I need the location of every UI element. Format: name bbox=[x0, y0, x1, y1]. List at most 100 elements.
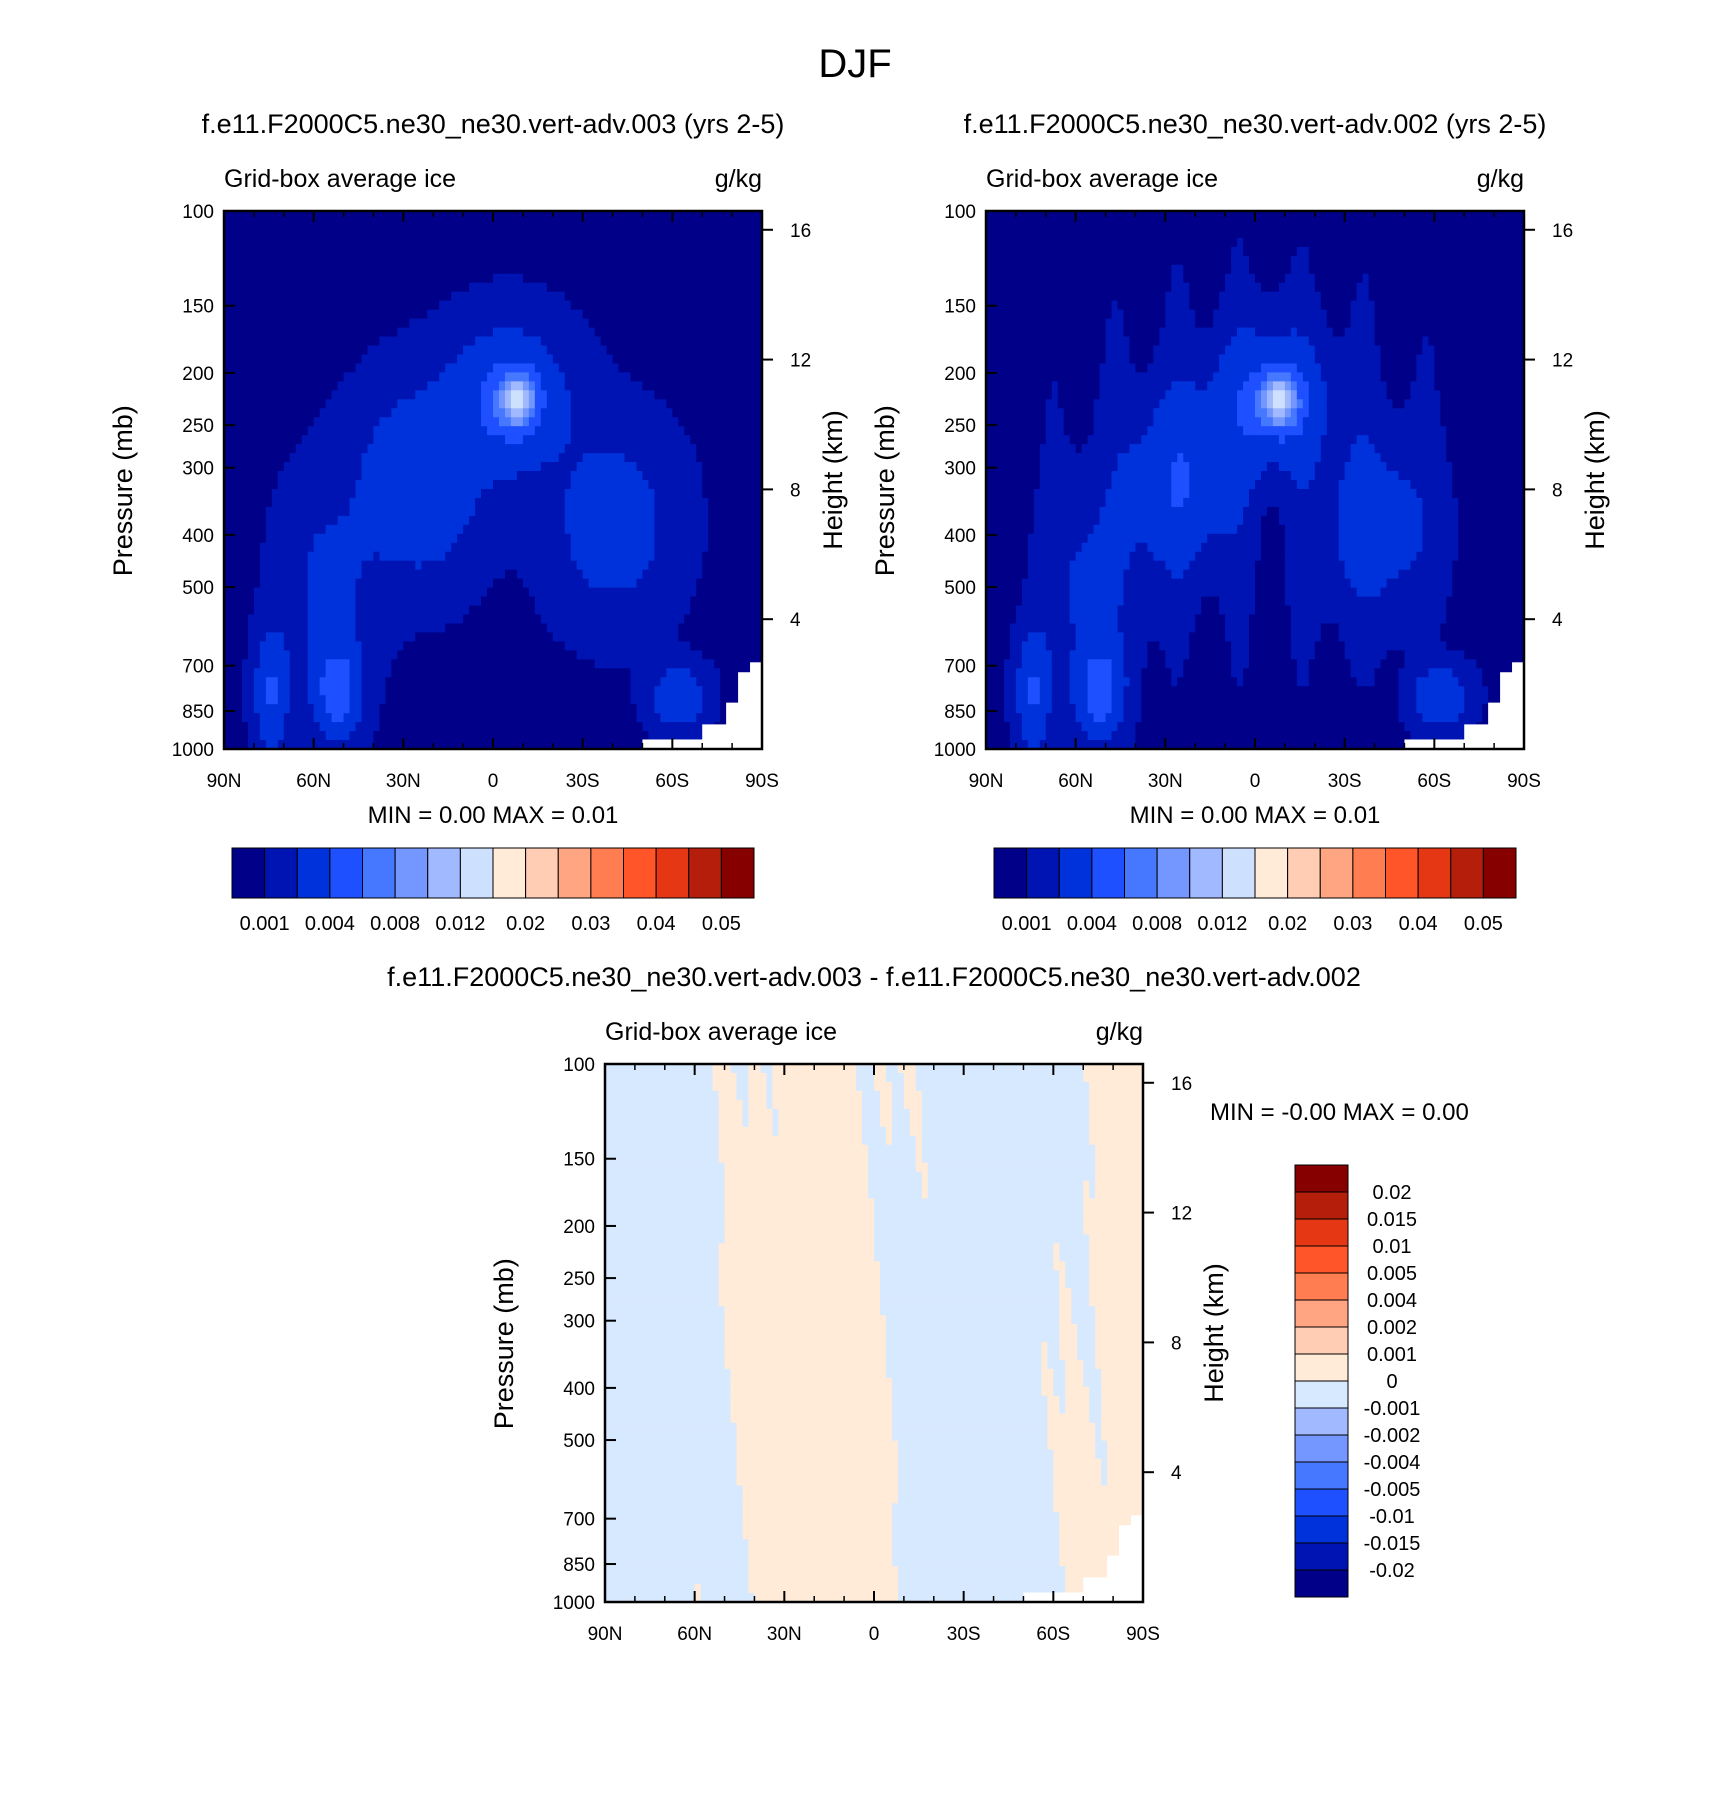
field-cell bbox=[553, 301, 560, 311]
field-cell bbox=[565, 390, 572, 400]
field-cell bbox=[248, 229, 255, 239]
field-cell bbox=[523, 561, 530, 571]
field-cell bbox=[344, 426, 351, 436]
field-cell bbox=[236, 552, 243, 562]
field-cell bbox=[373, 704, 380, 714]
field-cell bbox=[613, 686, 620, 696]
field-cell bbox=[654, 543, 661, 553]
field-cell bbox=[308, 453, 315, 463]
field-cell bbox=[379, 516, 386, 526]
field-cell bbox=[553, 238, 560, 248]
field-cell bbox=[260, 543, 267, 553]
field-cell bbox=[505, 525, 512, 535]
field-cell bbox=[350, 623, 357, 633]
field-cell bbox=[248, 570, 255, 580]
field-cell bbox=[607, 668, 614, 678]
field-cell bbox=[284, 274, 291, 284]
field-cell bbox=[242, 641, 249, 651]
field-cell bbox=[547, 408, 554, 418]
field-cell bbox=[732, 534, 739, 544]
field-cell bbox=[338, 471, 345, 481]
field-cell bbox=[344, 534, 351, 544]
field-cell bbox=[702, 310, 709, 320]
field-cell bbox=[559, 623, 566, 633]
field-cell bbox=[397, 417, 404, 427]
field-cell bbox=[607, 417, 614, 427]
field-cell bbox=[463, 543, 470, 553]
field-cell bbox=[314, 328, 321, 338]
field-cell bbox=[541, 220, 548, 230]
field-cell bbox=[326, 453, 333, 463]
field-cell bbox=[260, 381, 267, 391]
field-cell bbox=[619, 229, 626, 239]
field-cell bbox=[750, 623, 757, 633]
field-cell bbox=[559, 229, 566, 239]
field-cell bbox=[613, 552, 620, 562]
field-cell bbox=[607, 480, 614, 490]
field-cell bbox=[654, 507, 661, 517]
field-cell bbox=[373, 579, 380, 589]
field-cell bbox=[565, 668, 572, 678]
field-cell bbox=[577, 408, 584, 418]
field-cell bbox=[660, 471, 667, 481]
field-cell bbox=[607, 283, 614, 293]
field-cell bbox=[290, 426, 297, 436]
field-cell bbox=[619, 516, 626, 526]
field-cell bbox=[338, 525, 345, 535]
field-cell bbox=[553, 471, 560, 481]
field-cell bbox=[636, 498, 643, 508]
field-cell bbox=[529, 229, 536, 239]
field-cell bbox=[726, 283, 733, 293]
field-cell bbox=[320, 606, 327, 616]
field-cell bbox=[236, 606, 243, 616]
field-cell bbox=[290, 229, 297, 239]
field-cell bbox=[409, 238, 416, 248]
field-cell bbox=[332, 372, 339, 382]
field-cell bbox=[481, 417, 488, 427]
field-cell bbox=[379, 695, 386, 705]
field-cell bbox=[642, 274, 649, 284]
field-cell bbox=[499, 328, 506, 338]
field-cell bbox=[338, 292, 345, 302]
field-cell bbox=[350, 399, 357, 409]
field-cell bbox=[439, 686, 446, 696]
field-cell bbox=[702, 579, 709, 589]
field-cell bbox=[654, 453, 661, 463]
field-cell bbox=[678, 274, 685, 284]
field-cell bbox=[248, 238, 255, 248]
field-cell bbox=[493, 650, 500, 660]
field-cell bbox=[601, 328, 608, 338]
field-cell bbox=[690, 606, 697, 616]
field-cell bbox=[690, 695, 697, 705]
field-cell bbox=[547, 462, 554, 472]
field-cell bbox=[607, 229, 614, 239]
field-cell bbox=[511, 480, 518, 490]
field-cell bbox=[272, 399, 279, 409]
field-cell bbox=[302, 310, 309, 320]
field-cell bbox=[272, 534, 279, 544]
field-cell bbox=[260, 525, 267, 535]
field-cell bbox=[266, 247, 273, 257]
field-cell bbox=[242, 516, 249, 526]
field-cell bbox=[595, 381, 602, 391]
field-cell bbox=[708, 435, 715, 445]
field-cell bbox=[571, 650, 578, 660]
field-cell bbox=[391, 301, 398, 311]
field-cell bbox=[678, 363, 685, 373]
field-cell bbox=[553, 525, 560, 535]
field-cell bbox=[708, 319, 715, 329]
field-cell bbox=[625, 588, 632, 598]
field-cell bbox=[529, 354, 536, 364]
field-cell bbox=[750, 265, 757, 275]
field-cell bbox=[391, 552, 398, 562]
field-cell bbox=[320, 346, 327, 356]
field-cell bbox=[583, 274, 590, 284]
field-cell bbox=[607, 265, 614, 275]
field-cell bbox=[391, 686, 398, 696]
field-cell bbox=[565, 372, 572, 382]
field-cell bbox=[666, 623, 673, 633]
field-cell bbox=[427, 462, 434, 472]
field-cell bbox=[415, 337, 422, 347]
field-cell bbox=[272, 695, 279, 705]
field-cell bbox=[541, 641, 548, 651]
